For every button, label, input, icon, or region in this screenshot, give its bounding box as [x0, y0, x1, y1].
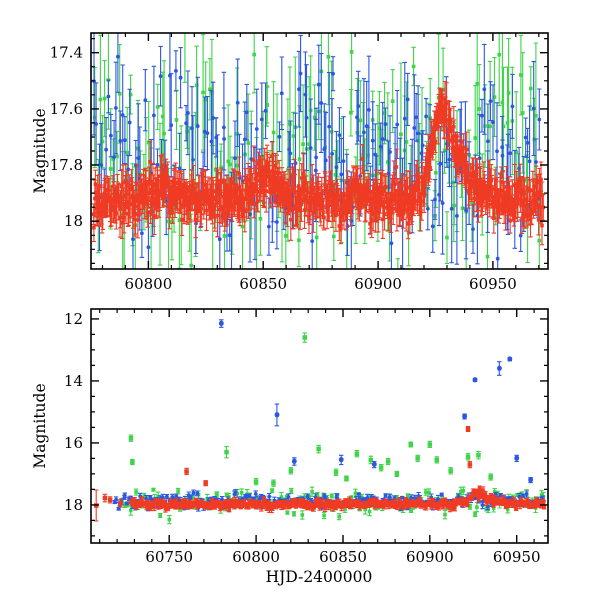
x-tick-label: 60850	[319, 548, 367, 566]
markers-red	[94, 426, 546, 512]
y-tick-label: 17.4	[50, 44, 83, 62]
minor-ticks	[91, 309, 548, 543]
series-red-band-top	[91, 80, 546, 246]
y-tick-label: 17.6	[50, 100, 83, 118]
axes-top-panel: 60800 60850 60900 60950 17.4 17.6 17.8 18 Magnit…	[31, 32, 549, 293]
x-tick-label: 60800	[232, 548, 280, 566]
series-blue-band-bottom	[112, 319, 546, 512]
major-ticks	[91, 309, 548, 543]
plot-frame	[90, 32, 549, 270]
bottom-panel: 60750 60800 60850 60900 60950 12 14 16 18 Magnitu…	[31, 308, 549, 586]
markers-blue	[92, 54, 542, 261]
x-tick-label: 60900	[354, 275, 402, 293]
x-tick-label: 60950	[469, 275, 517, 293]
x-axis-label: HJD-2400000	[266, 568, 373, 586]
x-tick-label: 60950	[493, 548, 541, 566]
major-ticks	[91, 33, 548, 269]
markers-blue	[112, 320, 545, 511]
x-tick-label: 60900	[406, 548, 454, 566]
y-axis-label: Magnitude	[31, 383, 49, 468]
y-axis-label: Magnitude	[31, 108, 49, 193]
y-tick-label: 17.8	[50, 156, 83, 174]
y-tick-label: 18	[64, 496, 83, 514]
bottom-panel-data-area	[94, 319, 547, 525]
x-tick-label: 60850	[239, 275, 287, 293]
x-tick-label: 60750	[145, 548, 193, 566]
y-tick-label: 14	[64, 372, 83, 390]
x-tick-label: 60800	[125, 275, 173, 293]
top-panel-data-area	[91, 33, 546, 269]
y-tick-label: 18	[64, 212, 83, 230]
plot-frame	[90, 308, 549, 544]
minor-ticks	[91, 33, 548, 269]
y-tick-label: 12	[64, 310, 83, 328]
y-tick-label: 16	[64, 434, 83, 452]
series-red-band-bottom	[94, 425, 547, 522]
top-panel: 60800 60850 60900 60950 17.4 17.6 17.8 18 Magnit…	[31, 32, 549, 293]
error-bars-blue	[112, 319, 546, 512]
markers-red	[91, 96, 546, 230]
axes-bottom-panel: 60750 60800 60850 60900 60950 12 14 16 18 Magnitu…	[31, 308, 549, 586]
